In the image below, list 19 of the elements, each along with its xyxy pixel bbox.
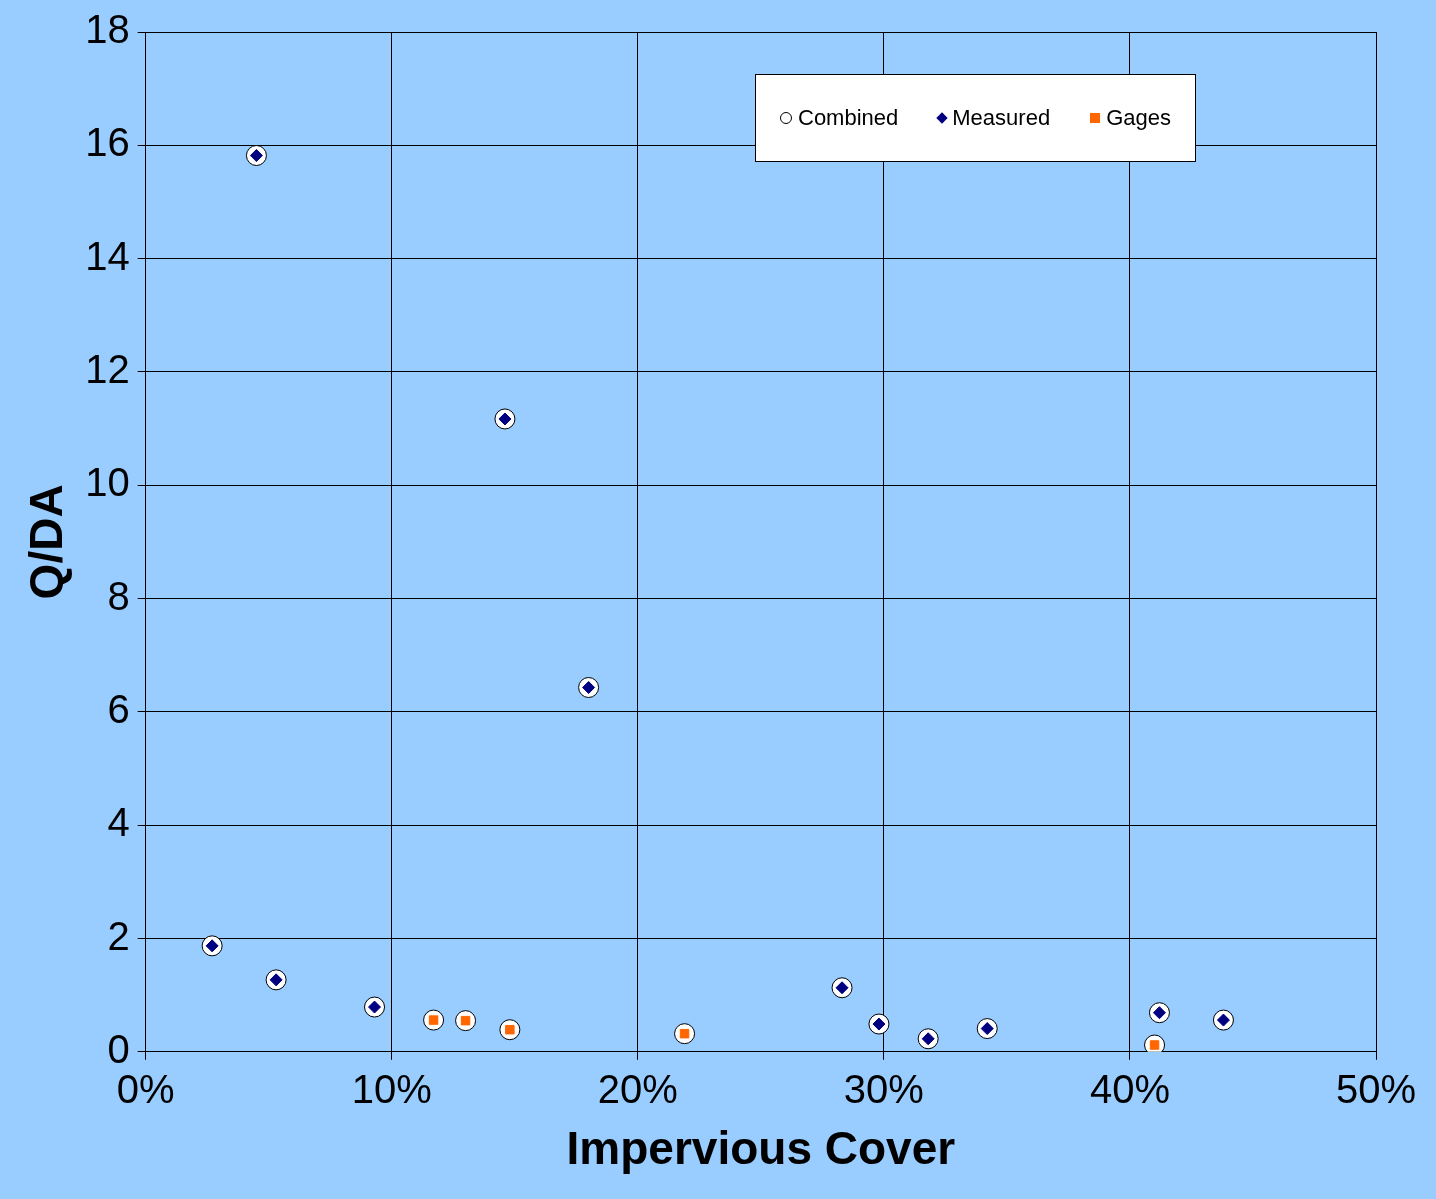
legend-label: Combined — [798, 105, 899, 131]
y-tick-label: 16 — [85, 120, 130, 165]
x-tick-label: 50% — [1335, 1066, 1417, 1111]
legend-label: Gages — [1106, 105, 1171, 131]
y-tick-label: 2 — [107, 913, 130, 958]
x-tick-label: 30% — [843, 1066, 924, 1111]
x-tick-label: 20% — [597, 1066, 678, 1111]
x-tick-label: 10% — [351, 1066, 432, 1111]
y-tick-label: 12 — [85, 346, 130, 391]
x-axis-title: Impervious Cover — [566, 1122, 956, 1175]
y-tick-label: 10 — [85, 460, 130, 505]
y-tick-label: 6 — [107, 686, 130, 731]
x-tick-label: 40% — [1089, 1066, 1170, 1111]
y-tick-label: 18 — [85, 7, 130, 52]
y-axis-title: Q/DA — [20, 484, 73, 600]
legend-label: Measured — [952, 105, 1051, 131]
y-tick-label: 4 — [107, 800, 130, 845]
y-tick-label: 8 — [107, 573, 130, 618]
y-tick-label: 14 — [85, 233, 130, 278]
